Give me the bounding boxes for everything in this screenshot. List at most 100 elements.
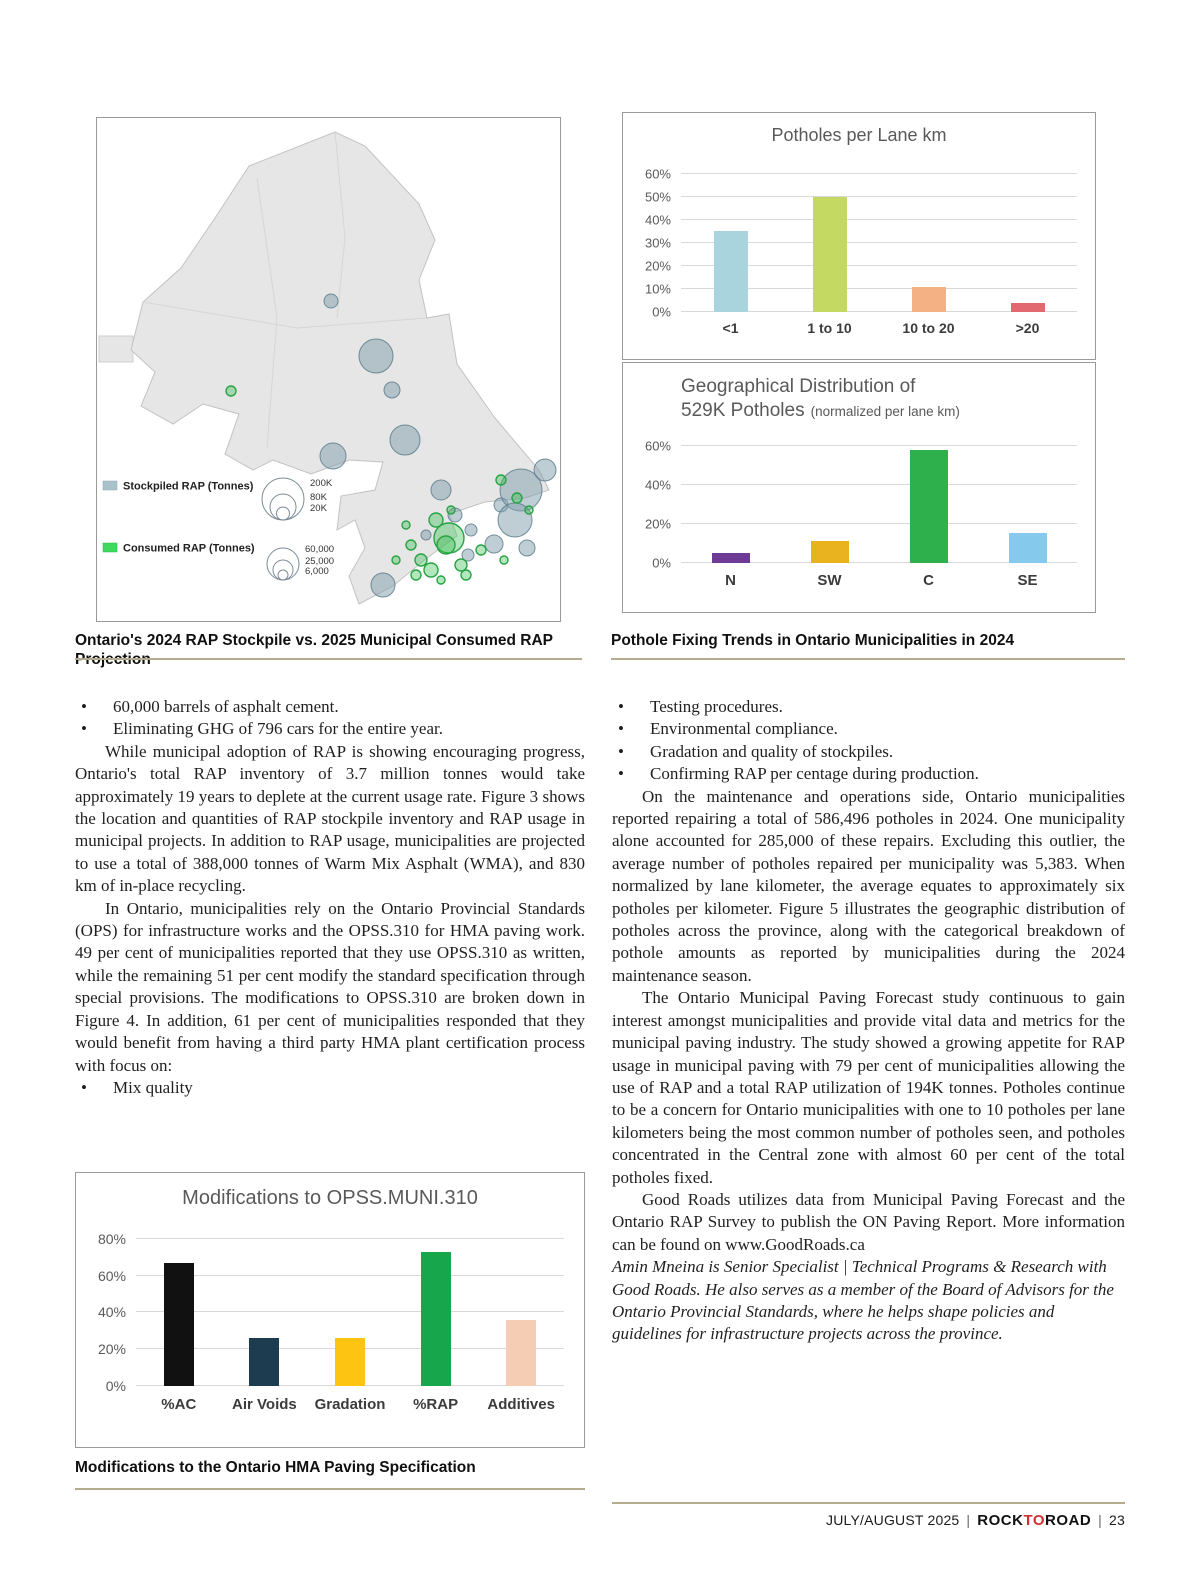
figure-potholes-per-lane-km: Potholes per Lane km 0% 10% 20% 30% 40% 50% 60… [622, 112, 1096, 360]
ontario-shape [130, 131, 550, 605]
figure-geo-distribution: Geographical Distribution of 529K Pothol… [622, 362, 1096, 613]
gridline [681, 287, 1077, 289]
stockpiled-rap-bubble [461, 548, 475, 562]
x-tick-label: Additives [487, 1396, 555, 1413]
consumed-swatch [102, 542, 118, 553]
bar-se [1008, 533, 1047, 563]
district-boundary [142, 301, 428, 329]
list-item: Mix quality [75, 1077, 585, 1099]
district-boundary [256, 177, 278, 449]
bar-n [711, 552, 750, 563]
stockpiled-rap-bubble [323, 293, 339, 309]
bullet-text: Testing procedures. [650, 697, 783, 716]
chart-title-line1: Geographical Distribution of [681, 376, 916, 397]
consumed-rap-bubble [436, 575, 446, 585]
bullet-icon [75, 696, 113, 718]
y-tick-label: 0% [652, 555, 671, 570]
bar-sw [810, 541, 849, 563]
chart-plot: 0% 20% 40% 60% 80% [98, 1226, 564, 1394]
stockpiled-swatch [102, 480, 118, 491]
gridline [681, 195, 1077, 197]
x-tick-label: SW [817, 571, 842, 589]
paragraph: In Ontario, municipalities rely on the O… [75, 898, 585, 1075]
bar-column [393, 1226, 479, 1386]
y-tick-label: 80% [97, 1230, 126, 1247]
chart-title: Modifications to OPSS.MUNI.310 [182, 1187, 478, 1209]
gridline [681, 218, 1077, 220]
y-tick-label: 60% [644, 438, 671, 454]
bar->20 [1010, 302, 1045, 312]
gridline [681, 264, 1077, 266]
stockpiled-rap-bubble [484, 534, 504, 554]
bar-gradation [334, 1338, 365, 1386]
consumed-rap-bubble [460, 569, 472, 581]
bullet-text: Mix quality [113, 1077, 193, 1097]
bar-air-voids [249, 1338, 280, 1386]
stockpiled-rap-bubble [370, 572, 396, 598]
stockpiled-rap-bubble [319, 442, 347, 470]
y-tick-label: 40% [644, 477, 671, 493]
gridline [681, 522, 1077, 524]
bar-column [222, 1226, 308, 1386]
bars [681, 435, 1077, 563]
opss-figure-caption: Modifications to the Ontario HMA Paving … [75, 1459, 476, 1476]
stockpiled-rap-bubble [518, 539, 536, 557]
x-tick-label: 10 to 20 [902, 320, 955, 336]
legend-size-label: 80K [310, 492, 328, 503]
map-legend: Stockpiled RAP (Tonnes) 200K 80K 20K Con… [102, 477, 334, 581]
gridline [681, 311, 1077, 312]
consumed-rap-bubble [405, 539, 417, 551]
y-tick-label: 20% [97, 1341, 126, 1358]
stockpiled-legend-label: Stockpiled RAP (Tonnes) [123, 481, 254, 493]
caption-rule [75, 658, 582, 660]
list-item: Confirming RAP per centage during produc… [612, 763, 1125, 785]
bar-c [909, 450, 948, 563]
gridline [681, 483, 1077, 485]
author-bio: Amin Mneina is Senior Specialist | Techn… [612, 1257, 1114, 1344]
y-tick-label: 30% [644, 235, 671, 251]
footer-separator: | [966, 1512, 971, 1528]
x-tick-label: Air Voids [232, 1396, 297, 1413]
bar-column [136, 1226, 222, 1386]
stockpiled-rap-bubble [464, 523, 478, 537]
bullet-icon [612, 741, 650, 763]
gridline [681, 445, 1077, 447]
paragraph: While municipal adoption of RAP is showi… [75, 741, 585, 896]
bullet-text: 60,000 barrels of asphalt cement. [113, 697, 339, 716]
gridline [681, 561, 1077, 563]
gridline [681, 241, 1077, 243]
stockpiled-rap-bubble [430, 479, 452, 501]
consumed-rap-bubble [423, 562, 439, 578]
footer-separator: | [1098, 1512, 1103, 1528]
paragraph: The Ontario Municipal Paving Forecast st… [612, 988, 1125, 1187]
legend-size-circle [276, 506, 290, 521]
consumed-rap-bubble [495, 474, 507, 486]
legend-size-label: 6,000 [305, 566, 329, 577]
y-tick-label: 60% [644, 166, 671, 182]
stockpiled-rap-bubble [383, 381, 401, 399]
page-footer: JULY/AUGUST 2025 | ROCKTOROAD | 23 [612, 1512, 1125, 1529]
bar-column [307, 1226, 393, 1386]
bullet-text: Gradation and quality of stockpiles. [650, 741, 894, 761]
bar-%ac [163, 1262, 194, 1386]
list-item: Testing procedures. [612, 696, 1125, 718]
left-column: 60,000 barrels of asphalt cement. Elimin… [75, 696, 585, 1099]
consumed-rap-bubble [524, 505, 534, 515]
bullet-icon [612, 718, 650, 740]
legend-size-circle [277, 569, 289, 581]
list-item: Environmental compliance. [612, 718, 1125, 740]
legend-size-circle [261, 477, 305, 521]
x-tick-label: 1 to 10 [807, 320, 852, 336]
consumed-rap-bubble [446, 505, 456, 515]
bar-column [978, 160, 1077, 312]
caption-rule [75, 1488, 585, 1490]
x-tick-label: Gradation [314, 1396, 386, 1413]
chart-plot: 0% 20% 40% 60% [645, 435, 1077, 570]
bar-column [978, 435, 1077, 563]
x-tick-label: C [923, 571, 934, 589]
legend-size-label: 25,000 [305, 556, 334, 567]
y-tick-label: 0% [105, 1378, 126, 1394]
list-item: Eliminating GHG of 796 cars for the enti… [75, 718, 585, 740]
stockpiled-rap-bubble [358, 338, 394, 374]
